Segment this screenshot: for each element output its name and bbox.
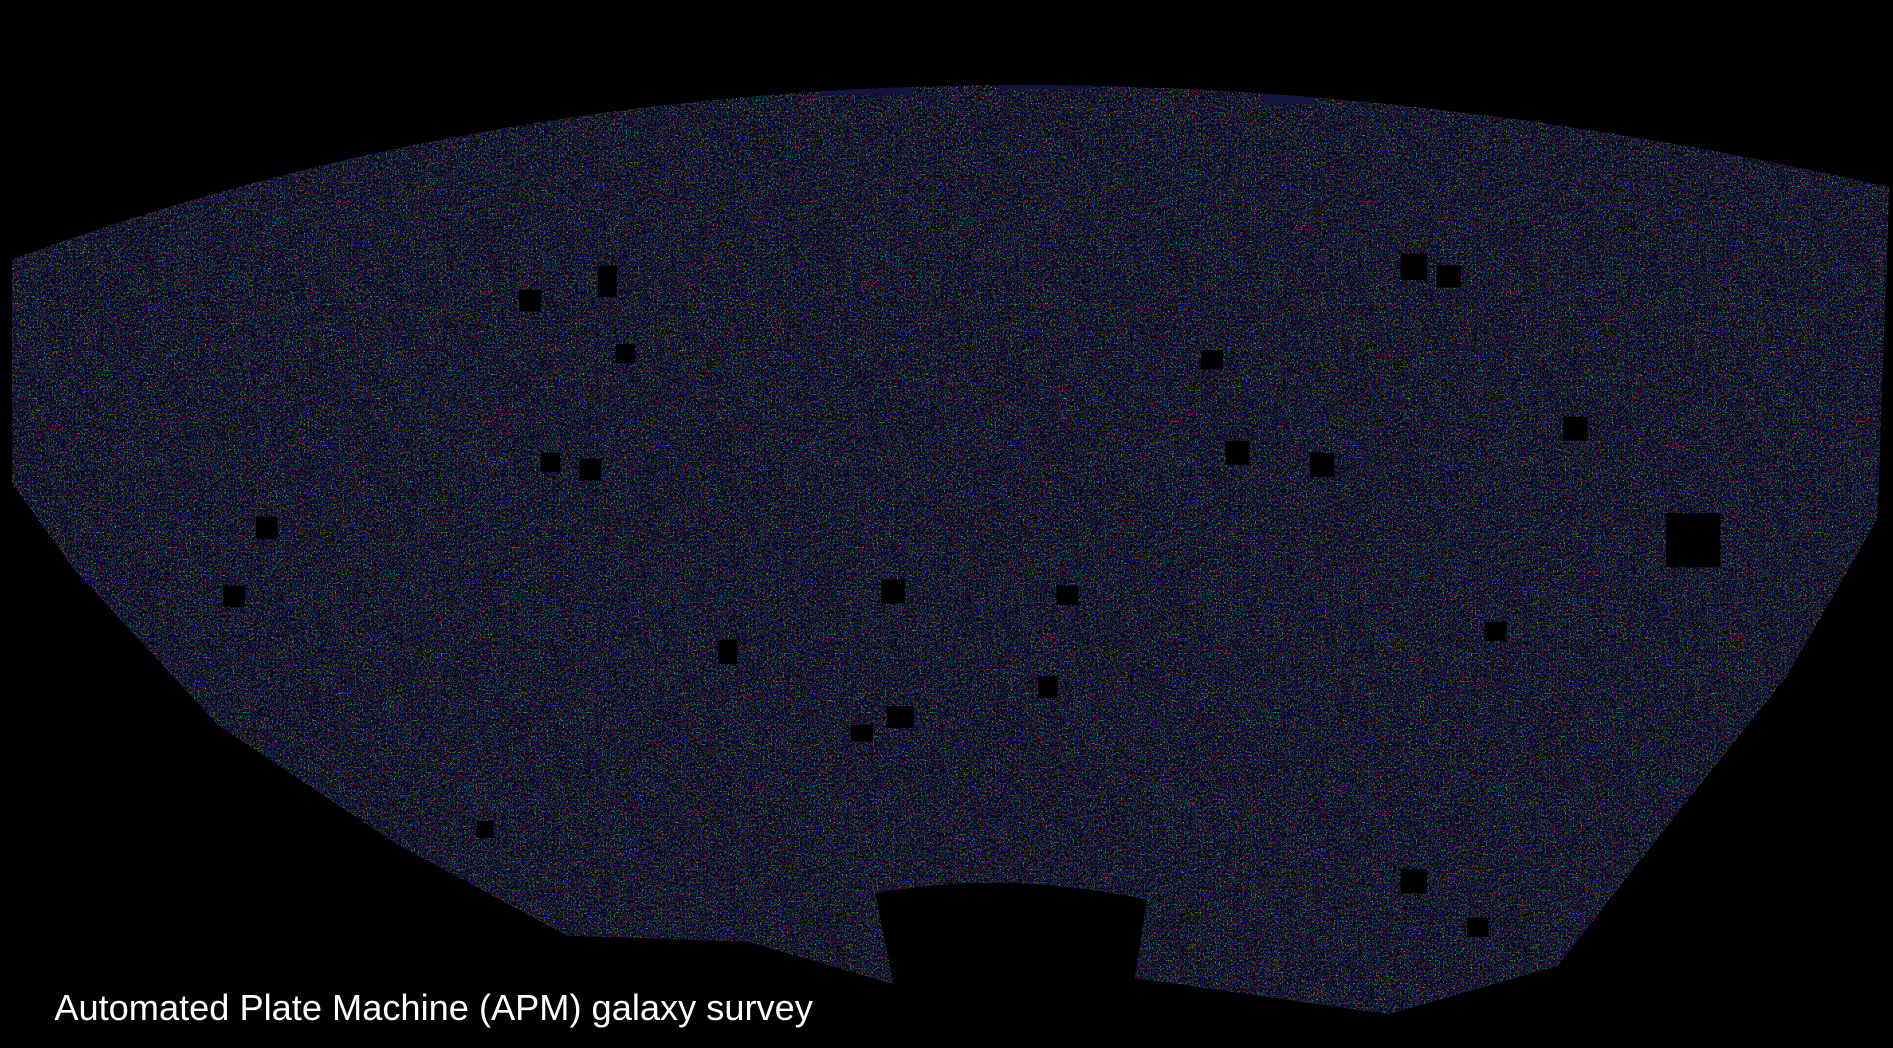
masked-regions <box>223 253 1721 937</box>
caption: Automated Plate Machine (APM) galaxy sur… <box>54 987 813 1028</box>
